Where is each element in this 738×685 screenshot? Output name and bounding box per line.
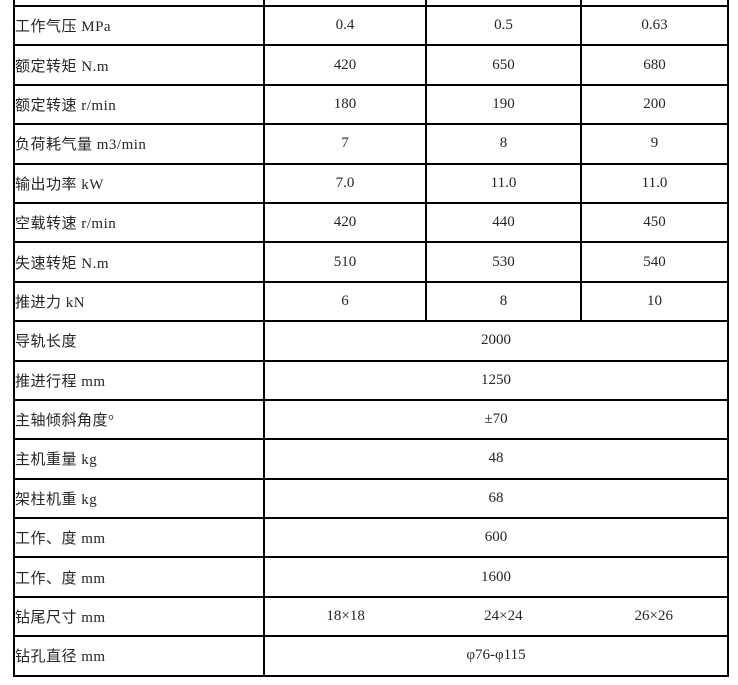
value-cell: 200 [580,83,729,126]
table-row: 空载转速 r/min 420 440 450 [13,201,729,244]
value-cell: 680 [580,44,729,86]
table-row: 主轴倾斜角度° ±70 [13,398,729,441]
value-cell: 0.5 [425,4,582,47]
table-row: 钻孔直径 mm φ76-φ115 [13,635,729,677]
table-row: 额定转速 r/min 180 190 200 [13,83,729,126]
value-cell: 7.0 [263,162,427,204]
row-label: 负荷耗气量 m3/min [13,123,265,165]
row-label: 主机重量 kg [13,438,265,480]
row-label: 空载转速 r/min [13,201,265,244]
value-cell: 11.0 [425,162,582,204]
value-cell: 530 [425,241,582,283]
table-row: 推进行程 mm 1250 [13,359,729,401]
merged-value-cell: 2000 [263,320,729,362]
triple-value: 18×18 [326,608,365,625]
table-row: 失速转矩 N.m 510 530 540 [13,241,729,283]
cut-off-row [13,0,729,7]
value-cell: 9 [580,123,729,165]
table-row: 推进力 kN 6 8 10 [13,280,729,323]
triple-value: 26×26 [634,608,673,625]
triple-values: 18×18 24×24 26×26 [266,608,726,625]
value-cell: 7 [263,123,427,165]
value-cell: 440 [425,201,582,244]
row-label: 导轨长度 [13,320,265,362]
triple-value-cell: 18×18 24×24 26×26 [263,595,729,638]
row-label: 额定转速 r/min [13,83,265,126]
cut-off-cell [263,0,427,7]
value-cell: 190 [425,83,582,126]
value-cell: 8 [425,123,582,165]
row-label: 主轴倾斜角度° [13,398,265,441]
merged-value-cell: 1600 [263,556,729,598]
row-label: 推进力 kN [13,280,265,323]
merged-value-cell: ±70 [263,398,729,441]
row-label: 推进行程 mm [13,359,265,401]
triple-value: 24×24 [484,608,523,625]
cut-off-cell [580,0,729,7]
cut-off-cell [425,0,582,7]
merged-value-cell: 600 [263,517,729,559]
value-cell: 8 [425,280,582,323]
value-cell: 450 [580,201,729,244]
row-label: 钻孔直径 mm [13,635,265,677]
value-cell: 510 [263,241,427,283]
row-label: 失速转矩 N.m [13,241,265,283]
table-row: 架柱机重 kg 68 [13,477,729,520]
value-cell: 420 [263,44,427,86]
table-row: 输出功率 kW 7.0 11.0 11.0 [13,162,729,204]
row-label: 工作、度 mm [13,556,265,598]
value-cell: 10 [580,280,729,323]
spec-table: 工作气压 MPa 0.4 0.5 0.63 额定转矩 N.m 420 650 680 额定转速 … [13,0,729,677]
table-row: 钻尾尺寸 mm 18×18 24×24 26×26 [13,595,729,638]
table-row: 工作、度 mm 600 [13,517,729,559]
merged-value-cell: φ76-φ115 [263,635,729,677]
table-row: 负荷耗气量 m3/min 7 8 9 [13,123,729,165]
value-cell: 540 [580,241,729,283]
row-label: 额定转矩 N.m [13,44,265,86]
value-cell: 6 [263,280,427,323]
table-row: 工作气压 MPa 0.4 0.5 0.63 [13,4,729,47]
table-row: 导轨长度 2000 [13,320,729,362]
merged-value-cell: 1250 [263,359,729,401]
value-cell: 0.4 [263,4,427,47]
value-cell: 420 [263,201,427,244]
value-cell: 0.63 [580,4,729,47]
row-label: 架柱机重 kg [13,477,265,520]
row-label: 工作、度 mm [13,517,265,559]
cut-off-cell [13,0,265,7]
row-label: 输出功率 kW [13,162,265,204]
value-cell: 650 [425,44,582,86]
merged-value-cell: 68 [263,477,729,520]
table-row: 工作、度 mm 1600 [13,556,729,598]
value-cell: 11.0 [580,162,729,204]
table-row: 主机重量 kg 48 [13,438,729,480]
value-cell: 180 [263,83,427,126]
row-label: 钻尾尺寸 mm [13,595,265,638]
table-row: 额定转矩 N.m 420 650 680 [13,44,729,86]
merged-value-cell: 48 [263,438,729,480]
row-label: 工作气压 MPa [13,4,265,47]
